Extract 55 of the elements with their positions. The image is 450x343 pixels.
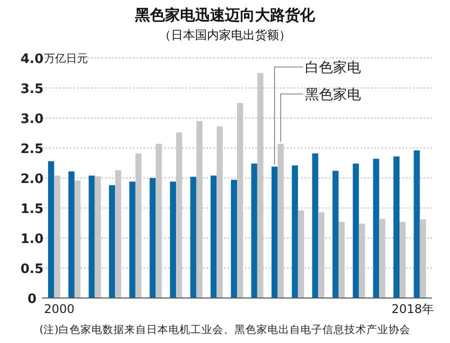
bar (196, 121, 202, 298)
bar (129, 182, 136, 298)
x-tick-label: 2018年 (391, 302, 434, 316)
y-tick-label: 0 (27, 292, 37, 307)
bar (332, 170, 339, 298)
bar (251, 164, 258, 298)
bar (393, 156, 400, 298)
y-tick-label: 0.5 (20, 262, 44, 277)
y-tick-label: 1.0 (20, 232, 44, 247)
bar (318, 212, 324, 298)
bar (176, 132, 182, 298)
y-axis-title: 万亿日元 (44, 52, 88, 65)
bar (170, 182, 176, 298)
text: 黑色家电 (305, 87, 361, 103)
y-tick-label: 3.0 (20, 112, 44, 127)
chart-title: 黑色家电迅速迈向大路货化 (134, 6, 316, 24)
bar (210, 176, 217, 298)
text: (注)白色家电数据来自日本电机工业会、黑色家电出自电子信息技术产业协会 (39, 323, 411, 336)
bar (292, 165, 298, 298)
bar (312, 153, 318, 298)
bar (216, 126, 223, 298)
bar (74, 180, 81, 298)
y-tick-label: 2.0 (20, 172, 44, 187)
bar (156, 144, 162, 298)
bar (400, 222, 406, 298)
y-tick-label: 2.5 (20, 142, 44, 157)
bar (88, 176, 95, 298)
bar (272, 166, 278, 298)
bar (352, 164, 359, 298)
bar (94, 176, 101, 298)
bar (379, 218, 386, 298)
bar (237, 103, 244, 298)
y-tick-label: 1.5 (20, 202, 44, 217)
bar (109, 185, 116, 298)
bar (373, 158, 380, 298)
bar (278, 144, 284, 298)
bar (54, 176, 60, 298)
bar (298, 210, 304, 298)
bar (257, 73, 264, 298)
bar (48, 161, 54, 298)
y-tick-label: 4.0 (20, 52, 44, 67)
bar (414, 150, 420, 298)
bar (358, 224, 365, 298)
bar (420, 219, 426, 298)
chart-subtitle: （日本国内家电出货额） (159, 28, 291, 42)
bar (68, 171, 74, 298)
text: 白色家电 (305, 60, 361, 76)
bar (150, 178, 156, 298)
x-tick-label: 2000 (44, 302, 75, 316)
bar (135, 153, 142, 298)
bar (190, 176, 196, 298)
bar (338, 222, 345, 298)
bar (115, 170, 122, 298)
bar (230, 180, 237, 298)
y-tick-label: 3.5 (20, 82, 44, 97)
